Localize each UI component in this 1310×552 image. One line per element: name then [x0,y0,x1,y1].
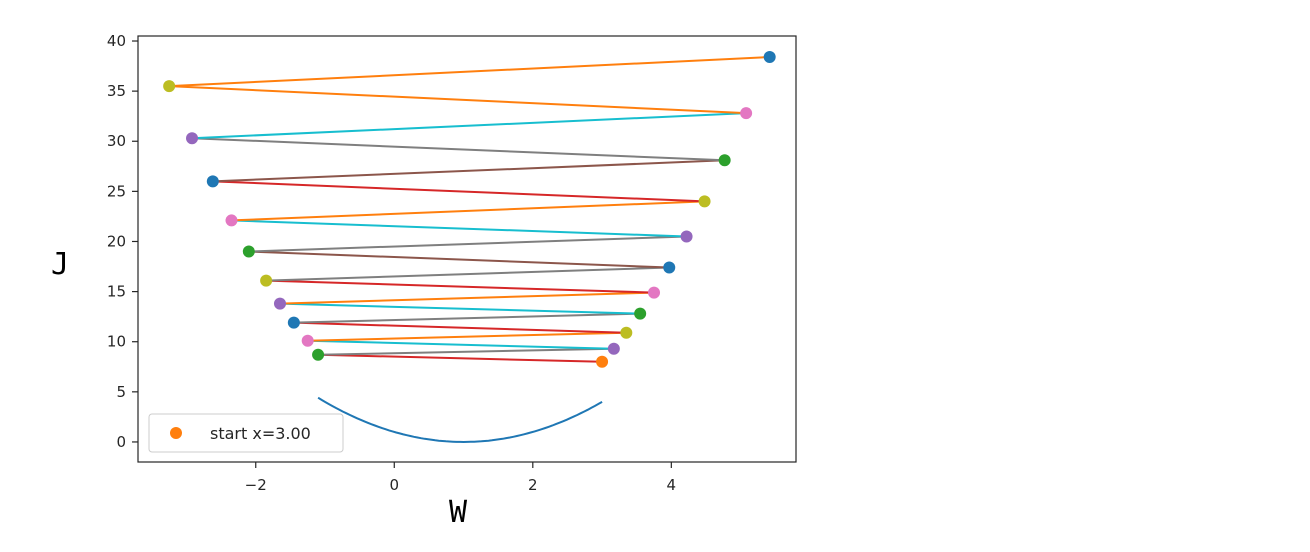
y-tick-label-4: 20 [107,232,126,250]
step-segment-8 [266,279,655,294]
step-point-4 [620,326,633,339]
step-point-12 [680,230,693,243]
step-segment-10 [248,250,670,269]
x-tick-label-2: 2 [528,476,538,494]
step-segment-17 [191,112,747,140]
step-segment-7 [279,291,655,305]
step-segment-18 [169,85,747,115]
x-axis-label: W [449,495,468,530]
step-point-18 [740,107,753,120]
step-point-8 [648,286,661,299]
step-point-10 [663,261,676,274]
curve-layer [317,396,603,444]
segment-layer [169,56,770,363]
step-segment-6 [279,302,641,315]
y-tick-label-7: 35 [107,82,126,100]
step-segment-9 [266,266,670,282]
step-point-11 [242,245,255,258]
y-tick-label-6: 30 [107,132,126,150]
x-axis: −2 0 2 4 [245,462,676,494]
plot-frame [137,35,797,463]
y-axis: 0 5 10 15 20 25 30 35 40 [107,32,138,451]
cost-curve [317,396,603,444]
legend-entry: start x=3.00 [210,424,311,443]
step-segment-11 [248,235,687,253]
legend-box [148,413,344,453]
step-segment-0 [318,353,603,363]
step-segment-3 [307,331,627,342]
y-tick-label-1: 5 [116,383,126,401]
step-point-16 [718,154,731,167]
legend: start x=3.00 [148,413,344,453]
y-tick-label-2: 10 [107,333,126,351]
step-segment-14 [212,180,705,203]
step-segment-4 [293,321,627,334]
y-tick-label-3: 15 [107,283,126,301]
x-tick-label-3: 4 [667,476,677,494]
step-segment-2 [307,339,614,350]
step-point-3 [301,334,314,347]
y-tick-label-5: 25 [107,182,126,200]
step-segment-19 [169,56,770,88]
step-point-20 [763,51,776,64]
step-point-0 [596,355,609,368]
step-point-9 [260,274,273,287]
x-tick-label-1: 0 [390,476,400,494]
point-layer [163,51,776,368]
step-point-19 [163,80,176,93]
y-axis-label: J [51,247,69,282]
step-point-14 [698,195,711,208]
legend-marker [170,427,182,439]
step-segment-5 [293,312,641,324]
y-tick-label-0: 0 [116,433,126,451]
step-point-15 [206,175,219,188]
step-point-5 [287,316,300,329]
step-segment-15 [212,159,725,183]
step-point-6 [634,307,647,320]
step-point-13 [225,214,238,227]
step-point-2 [607,342,620,355]
step-point-17 [186,132,199,145]
step-segment-1 [318,347,614,356]
plot-area [137,35,797,463]
step-segment-16 [191,137,725,162]
step-point-7 [273,297,286,310]
step-segment-13 [231,200,705,222]
x-tick-label-0: −2 [245,476,267,494]
step-point-1 [312,348,325,361]
y-tick-label-8: 40 [107,32,126,50]
step-segment-12 [231,219,687,238]
